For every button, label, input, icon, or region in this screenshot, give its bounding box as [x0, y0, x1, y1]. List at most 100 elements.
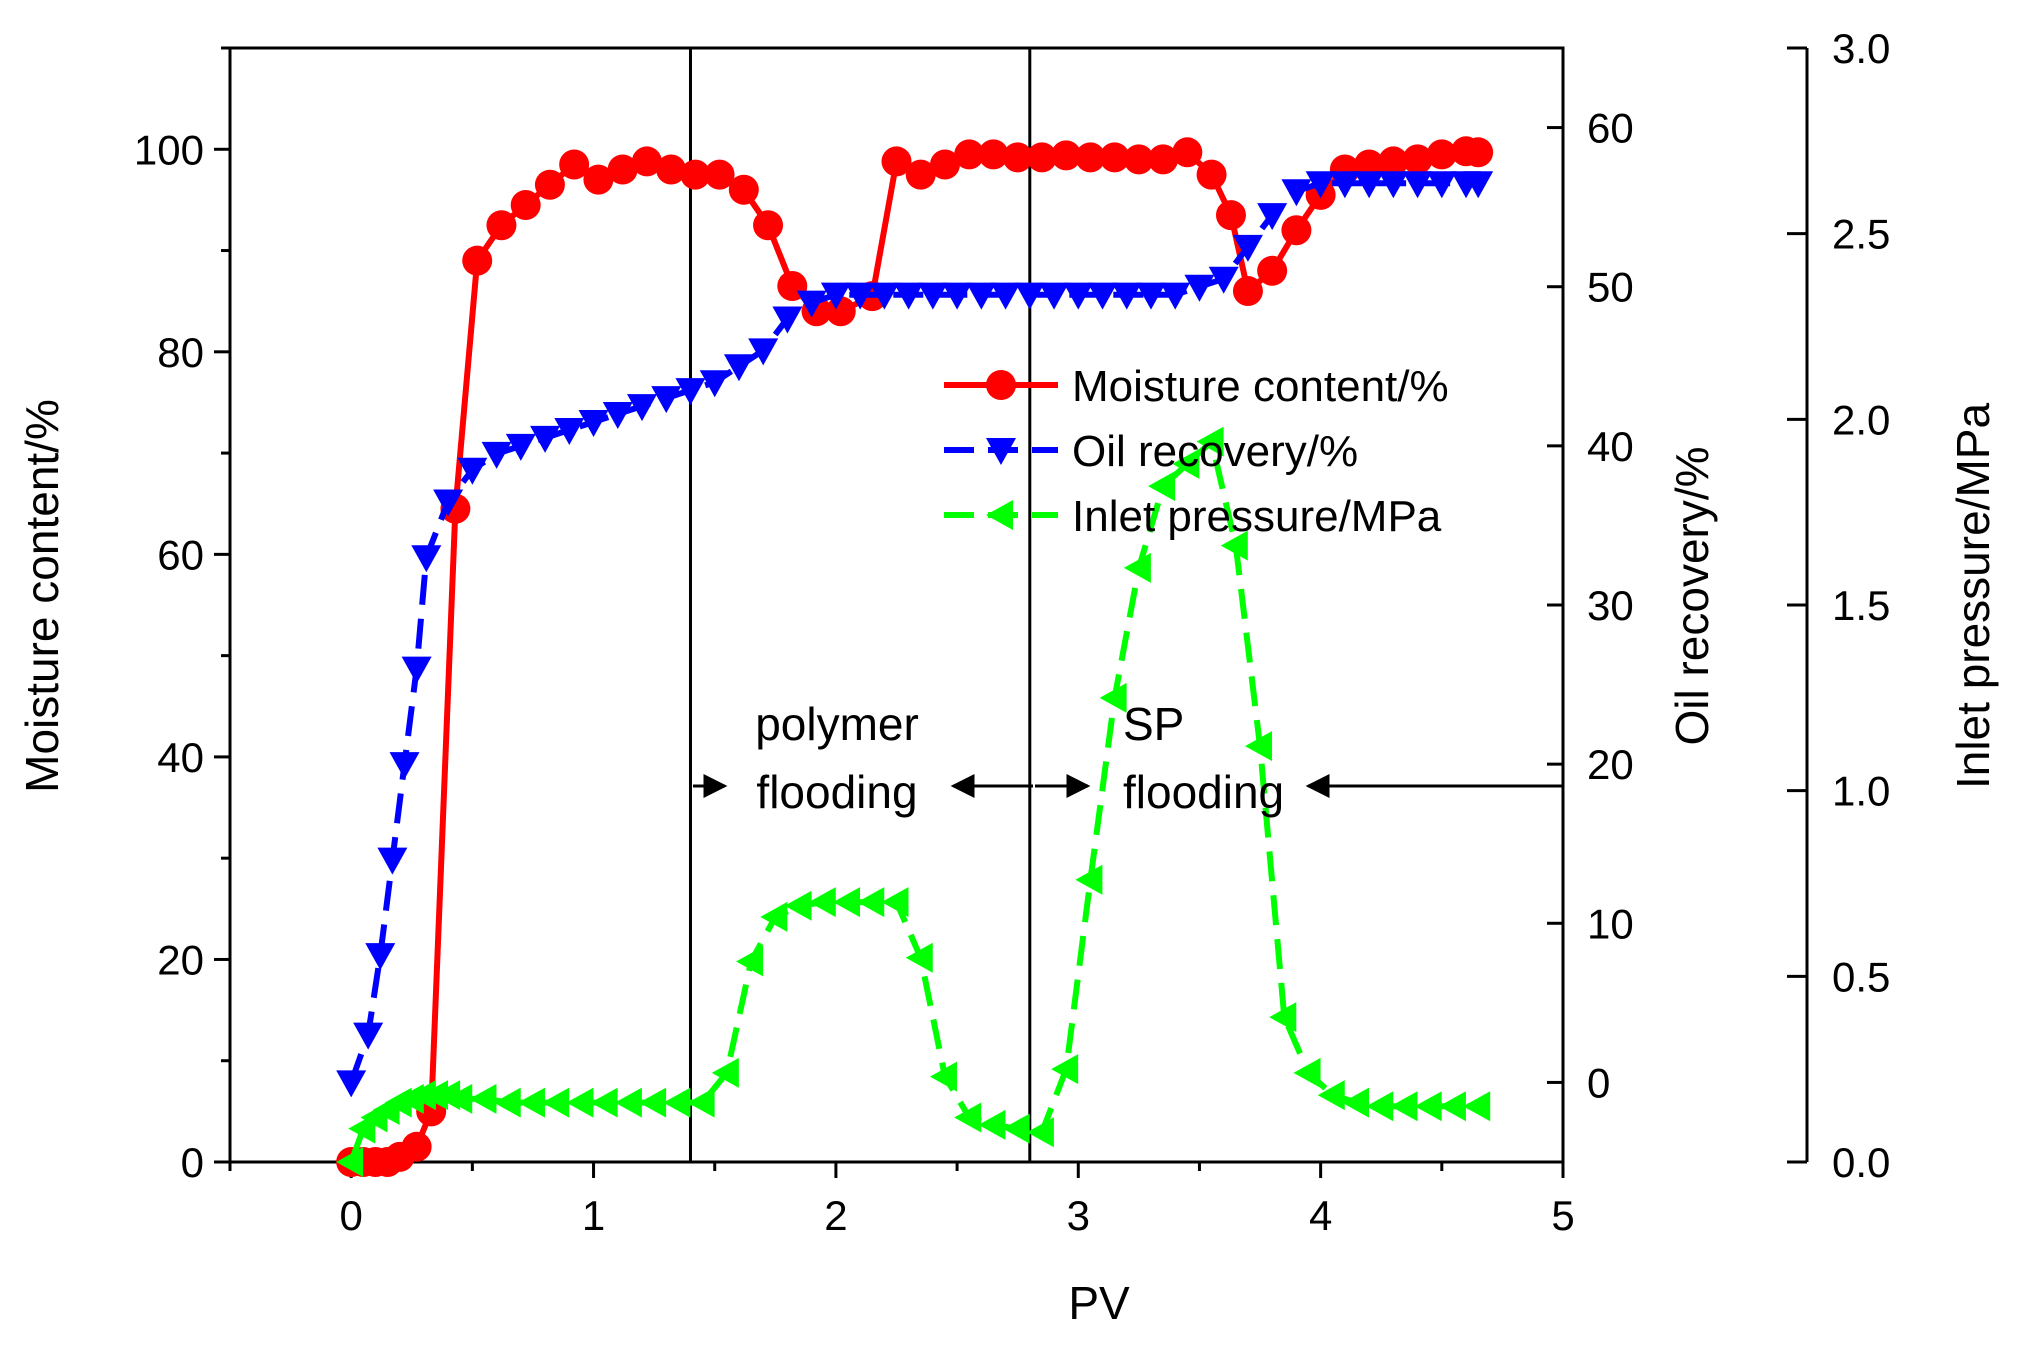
- data-point-oil: [336, 1070, 367, 1098]
- data-point-oil: [554, 417, 585, 445]
- data-point-oil: [651, 386, 682, 414]
- legend-label: Moisture content/%: [1072, 362, 1449, 411]
- data-point-oil: [869, 282, 900, 310]
- moisture-tick-label: 20: [157, 936, 204, 983]
- data-point-moisture: [905, 159, 936, 190]
- data-point-moisture: [583, 164, 614, 195]
- data-point-pressure: [833, 887, 861, 918]
- data-point-oil: [1329, 171, 1360, 199]
- data-point-moisture: [1215, 200, 1246, 231]
- data-point-moisture: [1002, 142, 1033, 173]
- data-point-oil: [772, 306, 803, 334]
- data-point-moisture: [1402, 144, 1433, 175]
- data-point-pressure: [905, 942, 933, 973]
- data-point-moisture: [486, 210, 517, 241]
- moisture-tick-label: 100: [134, 126, 204, 173]
- data-point-moisture: [978, 139, 1009, 170]
- data-point-oil: [723, 354, 754, 382]
- data-point-oil: [1305, 171, 1336, 199]
- data-point-pressure: [445, 1083, 473, 1114]
- data-point-pressure: [1099, 682, 1127, 713]
- data-point-pressure: [1438, 1091, 1466, 1122]
- oil-tick-label: 50: [1587, 264, 1634, 311]
- data-point-oil: [457, 457, 488, 485]
- x-axis-title: PV: [1068, 1277, 1130, 1329]
- annotation-sp-line-1: SP: [1123, 698, 1184, 750]
- data-point-pressure: [469, 1083, 497, 1114]
- x-tick-label: 1: [582, 1192, 605, 1239]
- x-tick-label: 3: [1067, 1192, 1090, 1239]
- data-point-moisture: [1232, 276, 1263, 307]
- data-point-pressure: [1196, 426, 1224, 457]
- series-oil: [336, 171, 1494, 1098]
- data-point-pressure: [1051, 1054, 1079, 1085]
- data-point-oil: [1281, 179, 1312, 207]
- data-point-oil: [1111, 282, 1142, 310]
- data-point-oil: [1135, 282, 1166, 310]
- data-point-moisture: [704, 159, 735, 190]
- data-point-pressure: [687, 1087, 715, 1118]
- data-point-moisture: [1148, 144, 1179, 175]
- data-point-oil: [578, 409, 609, 437]
- legend-marker: [986, 438, 1016, 465]
- data-point-pressure: [1002, 1113, 1030, 1144]
- data-point-moisture: [656, 154, 687, 185]
- pressure-tick-label: 1.0: [1832, 768, 1890, 815]
- oil-tick-label: 40: [1587, 423, 1634, 470]
- pressure-tick-label: 1.5: [1832, 582, 1890, 629]
- data-point-moisture: [1051, 140, 1082, 171]
- data-point-pressure: [808, 887, 836, 918]
- data-point-moisture: [680, 159, 711, 190]
- data-point-pressure: [1390, 1091, 1418, 1122]
- data-point-pressure: [711, 1057, 739, 1088]
- data-point-oil: [353, 1022, 384, 1050]
- data-point-pressure: [1123, 552, 1151, 583]
- data-point-pressure: [614, 1087, 642, 1118]
- data-point-pressure: [1317, 1080, 1345, 1111]
- data-point-oil: [1232, 234, 1263, 262]
- data-point-oil: [1087, 282, 1118, 310]
- data-point-oil: [1160, 282, 1191, 310]
- data-point-moisture: [1026, 142, 1057, 173]
- data-point-pressure: [1341, 1087, 1369, 1118]
- data-point-pressure: [1414, 1091, 1442, 1122]
- phase-divider-lines: [688, 48, 1032, 1162]
- data-point-pressure: [784, 890, 812, 921]
- series-moisture: [336, 136, 1494, 1177]
- data-point-oil: [365, 943, 396, 971]
- data-point-oil: [627, 394, 658, 422]
- data-point-oil: [1402, 171, 1433, 199]
- data-point-moisture: [1099, 142, 1130, 173]
- data-point-oil: [942, 282, 973, 310]
- data-point-moisture: [1463, 137, 1494, 168]
- data-point-oil: [675, 378, 706, 406]
- data-point-pressure: [1463, 1091, 1491, 1122]
- data-point-oil: [530, 425, 561, 453]
- data-point-moisture: [929, 149, 960, 180]
- moisture-tick-label: 60: [157, 531, 204, 578]
- data-point-oil: [1257, 203, 1288, 231]
- data-point-oil: [602, 402, 633, 430]
- data-point-moisture: [728, 174, 759, 205]
- legend-marker: [986, 500, 1013, 530]
- annotation-polymer-line-1: polymer: [755, 698, 919, 750]
- oil-axis-title: Oil recovery/%: [1666, 446, 1718, 745]
- data-point-moisture: [1172, 137, 1203, 168]
- data-point-oil: [1378, 171, 1409, 199]
- data-point-moisture: [510, 189, 541, 220]
- data-point-pressure: [590, 1087, 618, 1118]
- legend-label: Oil recovery/%: [1072, 427, 1358, 476]
- data-point-pressure: [1245, 731, 1273, 762]
- data-point-pressure: [1220, 530, 1248, 561]
- x-tick-label: 5: [1551, 1192, 1574, 1239]
- oil-tick-label: 0: [1587, 1059, 1610, 1106]
- data-point-oil: [1063, 282, 1094, 310]
- data-point-moisture: [753, 210, 784, 241]
- data-point-moisture: [1196, 159, 1227, 190]
- oil-tick-label: 20: [1587, 741, 1634, 788]
- data-point-oil: [820, 282, 851, 310]
- legend-item-moisture: Moisture content/%: [944, 362, 1449, 411]
- moisture-tick-label: 40: [157, 734, 204, 781]
- x-tick-label: 2: [824, 1192, 847, 1239]
